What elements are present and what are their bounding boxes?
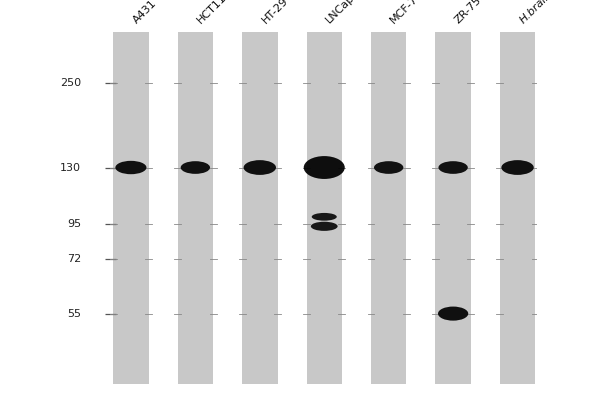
Text: ZR-75-1: ZR-75-1 (453, 0, 491, 25)
Bar (436, 32, 471, 384)
Ellipse shape (311, 222, 338, 231)
Text: 95: 95 (67, 219, 81, 229)
Ellipse shape (439, 161, 468, 174)
Text: MCF-7: MCF-7 (389, 0, 421, 25)
Text: 130: 130 (60, 162, 81, 172)
Ellipse shape (502, 160, 534, 175)
Text: A431: A431 (131, 0, 158, 25)
Ellipse shape (244, 160, 276, 175)
Ellipse shape (304, 156, 345, 179)
Text: LNCap: LNCap (324, 0, 357, 25)
Text: HT-29: HT-29 (260, 0, 290, 25)
Text: 72: 72 (67, 254, 81, 264)
Ellipse shape (181, 161, 210, 174)
Bar (307, 32, 342, 384)
Ellipse shape (312, 213, 337, 221)
Bar (178, 32, 213, 384)
Bar (500, 32, 535, 384)
Bar (242, 32, 278, 384)
Bar (371, 32, 406, 384)
Text: HCT116: HCT116 (196, 0, 233, 25)
Ellipse shape (374, 161, 403, 174)
Text: H.brain: H.brain (518, 0, 553, 25)
Ellipse shape (438, 306, 468, 321)
Polygon shape (550, 154, 574, 181)
Ellipse shape (115, 161, 146, 174)
Text: 250: 250 (60, 78, 81, 88)
Bar (113, 32, 149, 384)
Text: 55: 55 (67, 309, 81, 318)
